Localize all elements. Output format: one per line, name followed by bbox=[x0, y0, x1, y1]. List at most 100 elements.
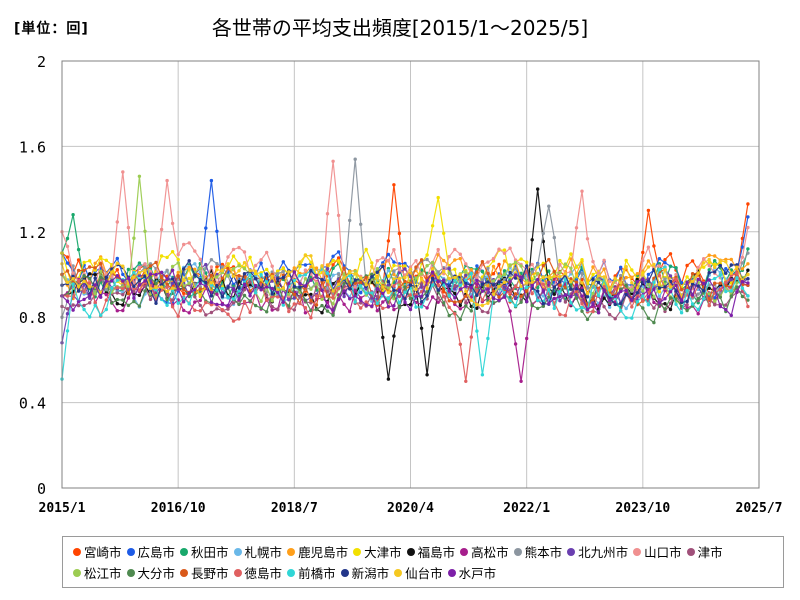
data-point bbox=[325, 305, 330, 309]
data-point bbox=[204, 313, 208, 317]
data-point bbox=[76, 300, 81, 304]
data-point bbox=[259, 258, 263, 262]
data-point bbox=[215, 262, 219, 266]
data-point bbox=[392, 293, 396, 297]
data-point bbox=[475, 302, 479, 307]
data-point bbox=[718, 270, 722, 275]
data-point bbox=[182, 267, 186, 271]
data-point bbox=[408, 293, 413, 297]
data-point bbox=[663, 288, 667, 293]
data-point bbox=[375, 287, 379, 291]
data-point bbox=[525, 285, 529, 290]
data-point bbox=[259, 261, 263, 265]
data-point bbox=[303, 311, 308, 315]
data-point bbox=[364, 300, 368, 304]
data-point bbox=[513, 292, 518, 296]
data-point bbox=[646, 295, 651, 299]
data-point bbox=[242, 288, 247, 292]
data-point bbox=[591, 309, 595, 314]
data-point bbox=[159, 227, 164, 232]
data-point bbox=[320, 264, 324, 268]
data-point bbox=[353, 157, 357, 161]
data-point bbox=[707, 278, 711, 282]
data-point bbox=[242, 299, 247, 304]
data-point bbox=[336, 250, 341, 254]
data-point bbox=[309, 299, 313, 303]
data-point bbox=[204, 300, 208, 305]
data-point bbox=[513, 276, 518, 280]
data-point bbox=[707, 292, 711, 296]
data-point bbox=[76, 247, 81, 252]
data-point bbox=[110, 301, 114, 305]
data-point bbox=[430, 295, 435, 299]
data-point bbox=[93, 292, 97, 296]
data-point bbox=[303, 293, 308, 297]
data-point bbox=[502, 251, 507, 255]
data-point bbox=[231, 301, 236, 305]
data-point bbox=[298, 285, 302, 289]
data-point bbox=[154, 275, 158, 279]
data-point bbox=[115, 268, 120, 272]
data-point bbox=[215, 229, 219, 233]
data-point bbox=[591, 281, 595, 285]
data-point bbox=[563, 300, 568, 304]
data-point bbox=[182, 308, 186, 313]
data-point bbox=[126, 296, 131, 300]
data-point bbox=[353, 269, 357, 274]
data-point bbox=[165, 298, 169, 302]
data-point bbox=[602, 296, 606, 300]
data-point bbox=[336, 213, 341, 218]
data-point bbox=[209, 294, 214, 298]
data-point bbox=[453, 300, 457, 304]
legend-item: 高松市 bbox=[460, 541, 509, 562]
data-point bbox=[88, 276, 92, 281]
data-point bbox=[121, 264, 125, 268]
data-point bbox=[392, 284, 396, 288]
data-point bbox=[464, 301, 468, 305]
data-point bbox=[668, 290, 673, 294]
data-point bbox=[657, 273, 662, 278]
data-point bbox=[442, 287, 446, 291]
data-point bbox=[486, 310, 490, 315]
data-point bbox=[88, 272, 92, 276]
data-point bbox=[713, 276, 717, 281]
data-point bbox=[110, 270, 114, 274]
data-point bbox=[71, 271, 75, 275]
data-point bbox=[204, 262, 208, 267]
data-point bbox=[353, 272, 357, 276]
data-point bbox=[270, 294, 274, 299]
data-point bbox=[359, 296, 363, 300]
data-point bbox=[165, 282, 169, 286]
data-point bbox=[508, 295, 512, 299]
series-新潟市 bbox=[60, 259, 750, 307]
data-point bbox=[657, 282, 662, 287]
data-point bbox=[624, 258, 628, 263]
data-point bbox=[464, 304, 468, 308]
data-point bbox=[663, 285, 667, 289]
data-point bbox=[331, 273, 335, 277]
data-point bbox=[707, 271, 711, 275]
data-point bbox=[547, 287, 551, 292]
data-point bbox=[115, 309, 120, 313]
data-point bbox=[724, 280, 728, 284]
data-point bbox=[237, 289, 241, 293]
data-point bbox=[397, 288, 402, 292]
data-point bbox=[165, 255, 169, 260]
data-point bbox=[248, 310, 252, 315]
data-point bbox=[613, 302, 617, 307]
data-point bbox=[276, 272, 280, 276]
data-point bbox=[159, 285, 164, 289]
data-point bbox=[696, 312, 700, 316]
data-point bbox=[331, 308, 335, 312]
data-point bbox=[690, 259, 695, 263]
data-point bbox=[596, 280, 601, 285]
data-point bbox=[696, 271, 700, 275]
data-point bbox=[464, 284, 468, 288]
data-point bbox=[685, 263, 689, 268]
data-point bbox=[464, 278, 468, 283]
data-point bbox=[93, 273, 97, 277]
data-point bbox=[447, 284, 451, 288]
data-point bbox=[536, 289, 540, 293]
data-point bbox=[519, 264, 523, 268]
data-point bbox=[242, 250, 247, 254]
